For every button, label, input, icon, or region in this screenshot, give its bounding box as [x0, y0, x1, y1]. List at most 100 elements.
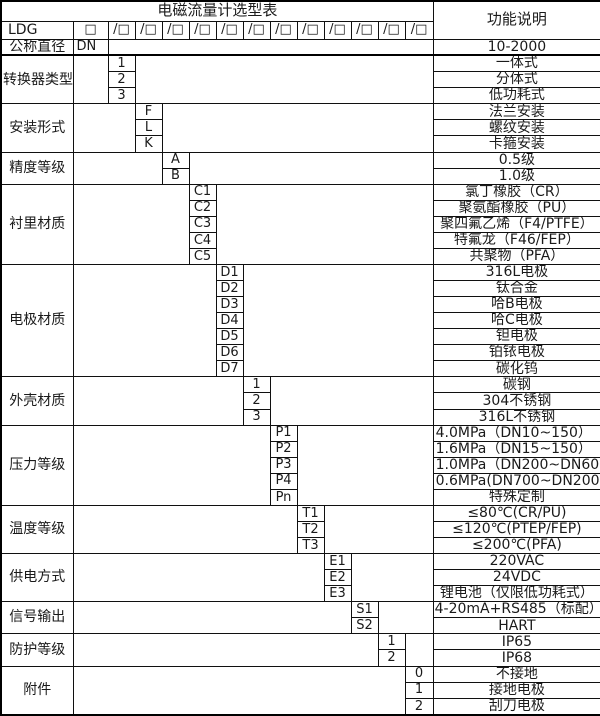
spacer-cell: [72, 424, 271, 506]
desc-accuracy-class: 1.0级: [432, 167, 600, 185]
desc-electrode-material: 哈C电极: [432, 312, 600, 330]
code-slot-12: /□: [404, 20, 434, 40]
code-lining-material: C2: [188, 199, 217, 217]
spacer-cell: [72, 633, 379, 667]
code-slot-3: /□: [161, 20, 190, 40]
code-converter-type: 3: [107, 87, 136, 105]
function-column-header: 功能说明: [432, 0, 600, 40]
desc-electrode-material: 316L电极: [432, 263, 600, 282]
category-housing-material: 外壳材质: [0, 376, 74, 426]
code-slot-11: /□: [377, 20, 406, 40]
code-electrode-material: D5: [215, 328, 244, 346]
code-power-supply: E1: [323, 553, 352, 571]
desc-electrode-material: 碳化钨: [432, 360, 600, 378]
desc-protection-class: IP68: [432, 649, 600, 667]
code-slot-9: /□: [323, 20, 352, 40]
spacer-cell: [404, 633, 434, 667]
code-electrode-material: D4: [215, 312, 244, 330]
code-slot-2: /□: [134, 20, 163, 40]
spacer-cell: [350, 553, 434, 603]
desc-protection-class: IP65: [432, 633, 600, 651]
code-slot-4: /□: [188, 20, 217, 40]
code-installation-form: F: [134, 103, 163, 121]
desc-installation-form: 卡箍安装: [432, 135, 600, 153]
code-converter-type: 1: [107, 54, 136, 73]
model-prefix: LDG: [0, 20, 74, 40]
code-slot-8: /□: [296, 20, 325, 40]
desc-power-supply: 220VAC: [432, 553, 600, 571]
code-pressure-class: P4: [269, 472, 298, 490]
spacer-cell: [72, 553, 325, 603]
category-accuracy-class: 精度等级: [0, 151, 74, 185]
code-accessories: 2: [404, 697, 434, 716]
desc-lining-material: 聚四氟乙烯（F4/PTFE）: [432, 215, 600, 233]
code-signal-output: S2: [350, 617, 379, 635]
code-signal-output: S1: [350, 601, 379, 619]
desc-lining-material: 氯丁橡胶（CR）: [432, 183, 600, 201]
spacer-cell: [323, 504, 434, 555]
code-housing-material: 1: [242, 376, 271, 394]
category-signal-output: 信号输出: [0, 601, 74, 635]
desc-lining-material: 特氟龙（F46/FEP）: [432, 231, 600, 249]
spacer-cell: [72, 263, 217, 378]
code-accessories: 0: [404, 665, 434, 683]
desc-accuracy-class: 0.5级: [432, 151, 600, 169]
desc-converter-type: 一体式: [432, 54, 600, 73]
code-housing-material: 2: [242, 392, 271, 410]
code-lining-material: C3: [188, 215, 217, 233]
spacer-cell: [72, 151, 163, 185]
code-pressure-class: P1: [269, 424, 298, 442]
code-pressure-class: Pn: [269, 488, 298, 506]
category-installation-form: 安装形式: [0, 103, 74, 153]
desc-housing-material: 316L不锈钢: [432, 408, 600, 426]
code-installation-form: K: [134, 135, 163, 153]
desc-lining-material: 共聚物（PFA）: [432, 247, 600, 265]
desc-converter-type: 低功耗式: [432, 87, 600, 105]
code-accessories: 1: [404, 681, 434, 699]
category-electrode-material: 电极材质: [0, 263, 74, 378]
code-electrode-material: D3: [215, 296, 244, 314]
spacer-cell: [242, 263, 434, 378]
desc-accessories: 接地电极: [432, 681, 600, 699]
spacer-cell: [188, 151, 434, 185]
code-pressure-class: P2: [269, 440, 298, 458]
spacer-cell: [107, 38, 434, 57]
desc-electrode-material: 哈B电极: [432, 296, 600, 314]
code-temperature-class: T2: [296, 520, 325, 539]
code-slot-5: /□: [215, 20, 244, 40]
page-title: 电磁流量计选型表: [0, 0, 434, 22]
desc-temperature-class: ≤200℃(PFA): [432, 537, 600, 555]
spacer-cell: [72, 601, 352, 635]
desc-electrode-material: 铂铱电极: [432, 344, 600, 362]
category-protection-class: 防护等级: [0, 633, 74, 667]
code-slot-1: /□: [107, 20, 136, 40]
desc-temperature-class: ≤120℃(PTEP/FEP): [432, 520, 600, 539]
desc-pressure-class: 1.0MPa（DN200~DN600）: [432, 456, 600, 474]
category-accessories: 附件: [0, 665, 74, 716]
desc-electrode-material: 钽电极: [432, 328, 600, 346]
code-electrode-material: D6: [215, 344, 244, 362]
spacer-cell: [72, 54, 109, 105]
category-pressure-class: 压力等级: [0, 424, 74, 506]
code-temperature-class: T3: [296, 537, 325, 555]
desc-nominal-diameter: 10-2000: [432, 38, 600, 57]
spacer-cell: [72, 103, 136, 153]
desc-power-supply: 24VDC: [432, 569, 600, 587]
code-housing-material: 3: [242, 408, 271, 426]
code-slot-10: /□: [350, 20, 379, 40]
desc-electrode-material: 钛合金: [432, 280, 600, 298]
spacer-cell: [215, 183, 434, 265]
desc-housing-material: 304不锈钢: [432, 392, 600, 410]
spacer-cell: [72, 183, 190, 265]
code-electrode-material: D2: [215, 280, 244, 298]
spacer-cell: [296, 424, 434, 506]
code-slot-7: /□: [269, 20, 298, 40]
code-lining-material: C1: [188, 183, 217, 201]
code-accuracy-class: B: [161, 167, 190, 185]
code-converter-type: 2: [107, 71, 136, 89]
code-power-supply: E3: [323, 585, 352, 603]
desc-accessories: 不接地: [432, 665, 600, 683]
desc-housing-material: 碳钢: [432, 376, 600, 394]
desc-lining-material: 聚氨酯橡胶（PU）: [432, 199, 600, 217]
spacer-cell: [72, 504, 298, 555]
